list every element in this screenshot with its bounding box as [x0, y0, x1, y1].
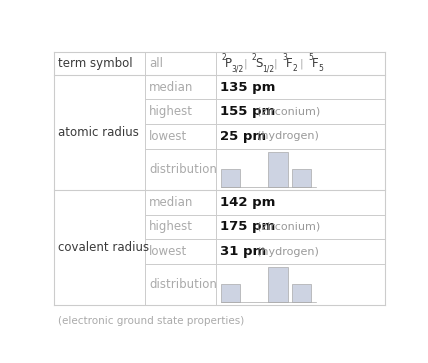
- Text: (zirconium): (zirconium): [250, 222, 321, 232]
- Text: median: median: [149, 196, 193, 209]
- Bar: [268, 267, 288, 302]
- Text: (hydrogen): (hydrogen): [250, 246, 319, 257]
- Text: lowest: lowest: [149, 245, 187, 258]
- Text: S: S: [256, 57, 263, 70]
- Bar: [292, 169, 311, 187]
- Text: 175 pm: 175 pm: [220, 220, 276, 233]
- Text: 31 pm: 31 pm: [220, 245, 267, 258]
- Text: 3: 3: [283, 53, 288, 62]
- Text: 5: 5: [318, 65, 323, 73]
- Text: distribution: distribution: [149, 163, 217, 176]
- Text: (electronic ground state properties): (electronic ground state properties): [58, 316, 244, 326]
- Text: 1/2: 1/2: [262, 65, 274, 73]
- Text: covalent radius: covalent radius: [58, 241, 149, 254]
- Text: distribution: distribution: [149, 278, 217, 291]
- Text: F: F: [312, 57, 318, 70]
- Text: all: all: [149, 57, 163, 70]
- Text: (hydrogen): (hydrogen): [250, 131, 319, 141]
- Text: 135 pm: 135 pm: [220, 81, 276, 94]
- Text: 25 pm: 25 pm: [220, 130, 267, 143]
- Text: 142 pm: 142 pm: [220, 196, 276, 209]
- Text: |: |: [274, 58, 278, 69]
- Bar: [221, 285, 241, 302]
- Text: 2: 2: [221, 53, 226, 62]
- Text: highest: highest: [149, 105, 193, 118]
- Text: 5: 5: [308, 53, 313, 62]
- Text: |: |: [300, 58, 303, 69]
- Text: F: F: [286, 57, 293, 70]
- Bar: [268, 152, 288, 187]
- Text: P: P: [225, 57, 232, 70]
- Text: median: median: [149, 81, 193, 94]
- Text: (zirconium): (zirconium): [250, 107, 321, 117]
- Text: 155 pm: 155 pm: [220, 105, 276, 118]
- Text: term symbol: term symbol: [58, 57, 132, 70]
- Bar: [292, 285, 311, 302]
- Text: 2: 2: [252, 53, 257, 62]
- Text: |: |: [243, 58, 247, 69]
- Text: atomic radius: atomic radius: [58, 126, 139, 139]
- Text: 2: 2: [292, 65, 297, 73]
- Text: lowest: lowest: [149, 130, 187, 143]
- Bar: [221, 169, 241, 187]
- Text: highest: highest: [149, 220, 193, 233]
- Text: 3/2: 3/2: [231, 65, 244, 73]
